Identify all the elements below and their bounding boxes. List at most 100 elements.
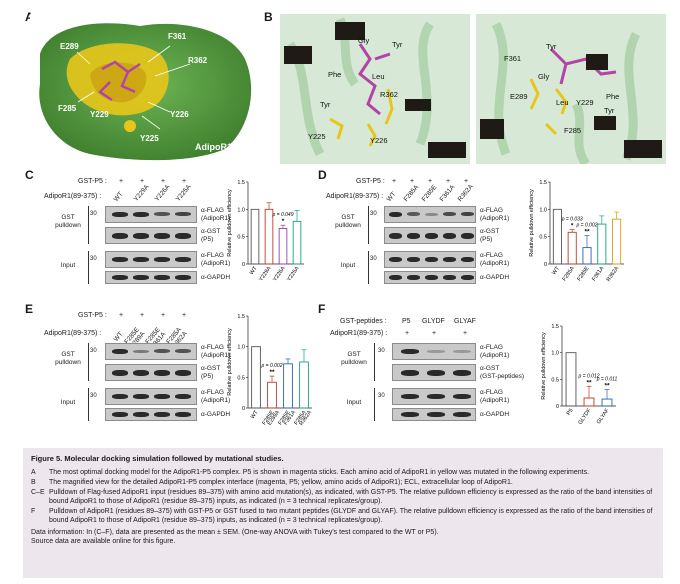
panel-f-letter: F (318, 302, 326, 316)
gst-p5-row-label: GST-P5 : (356, 178, 385, 185)
col-label: R362A (456, 183, 475, 203)
bar (597, 223, 607, 265)
label-tyr-2: Tyr (604, 106, 615, 115)
plus-mark: + (428, 178, 433, 185)
blot-strip (105, 343, 197, 360)
redaction-box (428, 142, 466, 158)
col-label: Y226A (153, 183, 172, 203)
band-label-gapdh: α-GAPDH (480, 274, 510, 281)
bracket (374, 388, 375, 421)
adipor1-row-label: AdipoR1(89-375) : (330, 330, 388, 337)
chart-d-pulldown: Relative pulldown efficiency 0 0.5 1.0 1.5 WT… (529, 180, 624, 283)
adipor1-row-label: AdipoR1(89-375) : (326, 193, 384, 200)
band-label-flag: α-FLAG (AdipoR1) (201, 207, 231, 222)
plus-mark: + (119, 178, 124, 185)
x-tick-label: GLYDF (577, 407, 593, 426)
blot-strip (105, 251, 197, 268)
protein-surface-graphic (39, 23, 252, 161)
y-axis-label: Relative pulldown efficiency (227, 189, 233, 257)
col-label: F285A (402, 183, 421, 203)
x-tick-label: F285A (562, 265, 576, 282)
band-label-gst: α-GST (P5) (201, 228, 221, 243)
blot-strip (105, 206, 197, 223)
side-label-input: Input (346, 399, 362, 406)
panel-b-letter: B (264, 10, 273, 24)
x-tick-label: Y225A (286, 265, 301, 282)
p-value: p = 0.012 (578, 373, 600, 379)
label-f285: F285 (58, 104, 77, 113)
blot-strip (392, 388, 476, 405)
plus-mark: + (119, 312, 124, 319)
mw-marker: 30 (370, 211, 377, 217)
panel-e-letter: E (25, 302, 34, 316)
x-tick-label: F361A (591, 265, 605, 282)
x-tick-label: P5 (566, 408, 575, 417)
label-y229: Y229 (576, 98, 594, 107)
label-tyr-2: Tyr (320, 100, 331, 109)
redaction-box (335, 22, 365, 40)
p-value: p = 0.002 (576, 223, 598, 229)
mw-marker: 30 (378, 393, 385, 399)
blot-strip (105, 364, 197, 381)
band-label-flag-input: α-FLAG (AdipoR1) (201, 252, 231, 267)
plus-mark: + (140, 178, 145, 185)
y-axis-label: Relative pulldown efficiency (541, 332, 547, 400)
plus-mark: + (446, 178, 451, 185)
y-tick-label: 0.5 (551, 377, 559, 383)
bracket (368, 206, 369, 244)
plus-mark: + (410, 178, 415, 185)
label-phe: Phe (606, 92, 620, 101)
label-r362: R362 (188, 56, 208, 65)
label-e289: E289 (510, 92, 528, 101)
x-tick-label: R362A (606, 265, 621, 282)
x-tick-label: Y226A (272, 265, 287, 282)
bar (567, 231, 577, 265)
plus-mark: + (432, 330, 437, 337)
band-label-gst: α-GST (P5) (201, 365, 221, 380)
mw-marker: 30 (90, 393, 97, 399)
y-tick-label: 0.5 (237, 375, 245, 381)
bar (299, 361, 309, 409)
gst-p5-row-label: GST-P5 : (78, 312, 107, 319)
band-label-flag: α-FLAG (AdipoR1) (480, 344, 510, 359)
bar (283, 363, 293, 409)
mw-marker: 30 (90, 211, 97, 217)
redaction-box (480, 119, 504, 139)
plus-mark: + (392, 178, 397, 185)
y-tick-label: 0 (544, 262, 547, 268)
label-f285: F285 (564, 126, 582, 135)
peptide-col: GLYAF (454, 318, 476, 325)
panel-b-left-view: Gly Tyr Phe Leu R362 Tyr Y225 Y226 (280, 14, 470, 164)
col-label: F361A (438, 183, 457, 203)
side-label-input: Input (340, 262, 356, 269)
gst-p5-row-label: GST-P5 : (78, 178, 107, 185)
side-label-input: Input (60, 399, 76, 406)
mw-marker: 30 (90, 348, 97, 354)
caption-title: Figure 5. Molecular docking simulation f… (31, 454, 284, 463)
redaction-box (624, 140, 662, 158)
side-label-pulldown: GST pulldown (55, 351, 81, 366)
adipor1-row-label: AdipoR1(89-375) : (44, 330, 102, 337)
redaction-box (586, 54, 608, 70)
mw-marker: 30 (370, 256, 377, 262)
band-label-gst: α-GST (P5) (480, 228, 500, 243)
x-tick-label: F285E (576, 265, 590, 282)
y-tick-label: 1.5 (539, 180, 547, 186)
p-value: p = 0.002 (261, 363, 283, 369)
bar (292, 220, 302, 265)
significance-stars: ** (586, 379, 592, 386)
blot-strip (105, 271, 197, 284)
p-value: p = 0.049 (272, 212, 294, 218)
label-f361: F361 (504, 54, 522, 63)
band-label-gst: α-GST (GST-peptides) (480, 365, 525, 380)
plus-mark: + (161, 178, 166, 185)
bracket (88, 343, 89, 381)
chart-e-pulldown: Relative pulldown efficiency 0 0.5 1.0 1.5 WT… (227, 314, 313, 427)
y-axis-label: Relative pulldown efficiency (529, 189, 535, 257)
p-value: p = 0.033 (561, 217, 583, 223)
redaction-box (284, 46, 312, 64)
col-label: WT (112, 190, 125, 203)
panel-b-right-view: Tyr F361 Gly E289 Leu Y229 Phe F285 Tyr (476, 14, 666, 164)
band-label-flag-input: α-FLAG (AdipoR1) (201, 389, 231, 404)
plus-mark: + (140, 312, 145, 319)
